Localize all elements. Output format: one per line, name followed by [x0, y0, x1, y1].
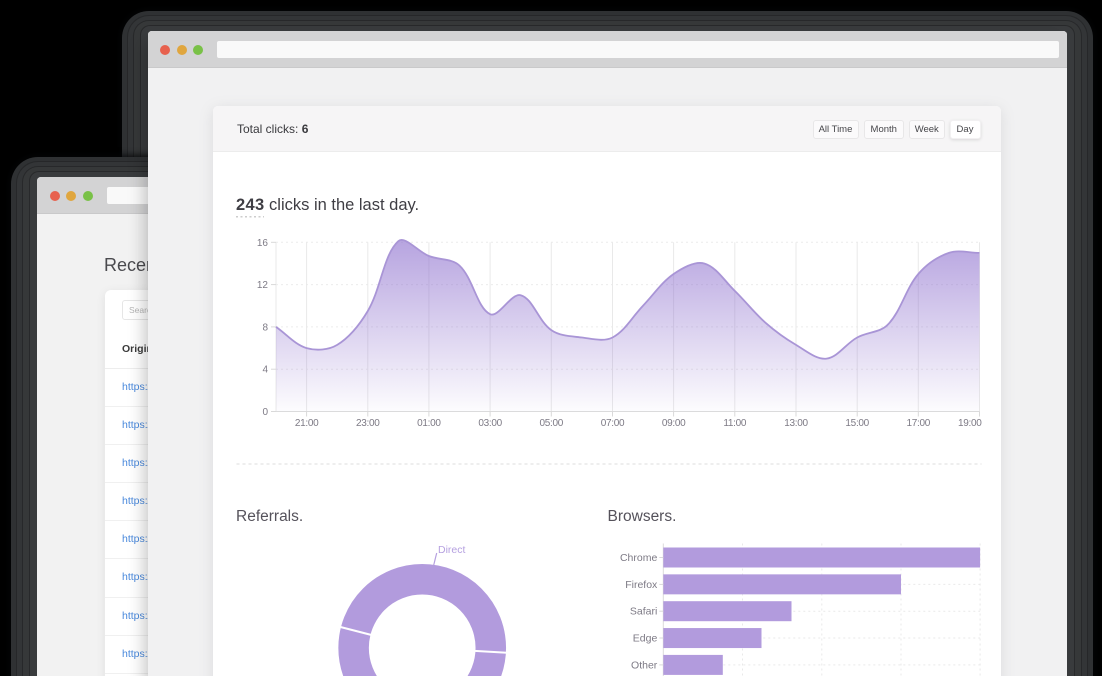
svg-text:11:00: 11:00 — [723, 418, 747, 429]
svg-text:Edge: Edge — [632, 632, 657, 644]
svg-text:01:00: 01:00 — [417, 418, 441, 429]
svg-text:19:00: 19:00 — [957, 418, 981, 429]
svg-text:4: 4 — [262, 364, 268, 375]
svg-text:13:00: 13:00 — [784, 418, 808, 429]
svg-text:07:00: 07:00 — [600, 418, 624, 429]
svg-text:Firefox: Firefox — [625, 578, 658, 590]
svg-text:09:00: 09:00 — [661, 418, 685, 429]
svg-text:16: 16 — [256, 237, 268, 248]
svg-text:05:00: 05:00 — [539, 418, 563, 429]
svg-text:Other: Other — [631, 659, 658, 671]
svg-text:23:00: 23:00 — [356, 418, 380, 429]
svg-text:Chrome: Chrome — [619, 552, 657, 564]
svg-text:Safari: Safari — [629, 605, 656, 617]
svg-text:0: 0 — [262, 407, 268, 418]
svg-text:15:00: 15:00 — [845, 418, 869, 429]
svg-text:8: 8 — [262, 322, 268, 333]
svg-text:03:00: 03:00 — [478, 418, 502, 429]
svg-text:Direct: Direct — [438, 544, 466, 556]
svg-text:17:00: 17:00 — [906, 418, 930, 429]
svg-text:21:00: 21:00 — [294, 418, 318, 429]
svg-text:12: 12 — [256, 280, 268, 291]
